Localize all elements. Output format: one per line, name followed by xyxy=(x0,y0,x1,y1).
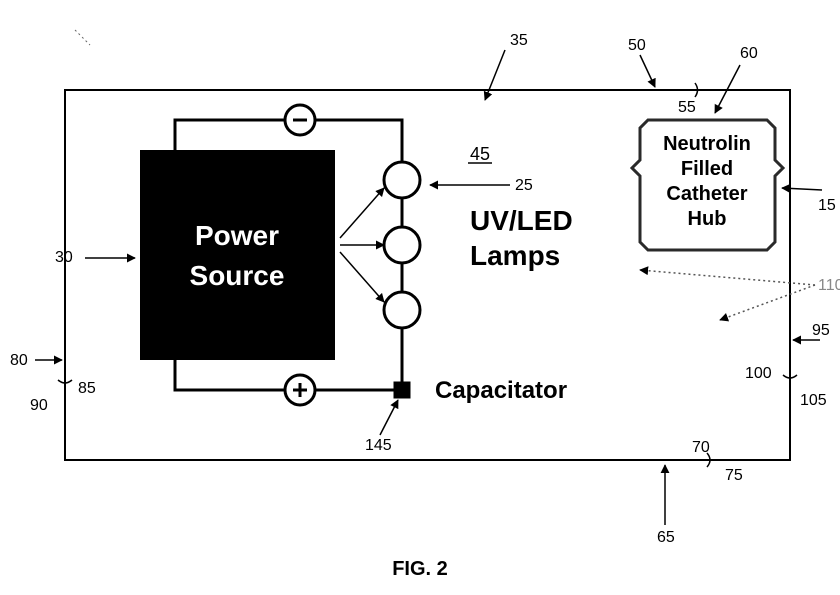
ref-25: 25 xyxy=(515,177,533,194)
ref-15: 15 xyxy=(818,197,836,214)
ref-70: 70 xyxy=(692,439,710,456)
decorative-tick xyxy=(75,30,90,45)
ref-55: 55 xyxy=(678,99,696,116)
ref-145: 145 xyxy=(365,437,392,454)
catheter-hub: Neutrolin Filled Catheter Hub xyxy=(632,120,783,250)
ref-65: 65 xyxy=(657,529,675,546)
ref-60: 60 xyxy=(740,45,758,62)
hub-line4: Hub xyxy=(688,208,727,230)
ref-140: 140 xyxy=(305,235,332,252)
ref-100: 100 xyxy=(745,365,772,382)
power-source-line1: Power xyxy=(195,220,279,251)
uv-led-line1: UV/LED xyxy=(470,205,573,236)
hub-line2: Filled xyxy=(681,158,733,180)
ref-30: 30 xyxy=(55,249,73,266)
power-source-block: Power Source xyxy=(140,150,335,360)
ref-105: 105 xyxy=(800,392,827,409)
uv-led-line2: Lamps xyxy=(470,240,560,271)
power-source-line2: Source xyxy=(190,260,285,291)
reference-arrows: 35 50 60 55 15 25 140 30 145 65 70 7 xyxy=(10,32,840,546)
ref-80: 80 xyxy=(10,352,28,369)
ref-85: 85 xyxy=(78,380,96,397)
hub-line1: Neutrolin xyxy=(663,133,751,155)
ref-35: 35 xyxy=(510,32,528,49)
figure-caption: FIG. 2 xyxy=(392,558,448,580)
ref-50: 50 xyxy=(628,37,646,54)
ref-95: 95 xyxy=(812,322,830,339)
ref-75: 75 xyxy=(725,467,743,484)
svg-text:45: 45 xyxy=(470,144,490,164)
uv-led-label: UV/LED Lamps xyxy=(470,205,573,271)
hub-line3: Catheter xyxy=(666,183,747,205)
ref-45: 45 xyxy=(468,144,492,164)
ref-90: 90 xyxy=(30,397,48,414)
capacitator-label: Capacitator xyxy=(435,377,567,404)
ref-110: 110 xyxy=(818,277,840,294)
